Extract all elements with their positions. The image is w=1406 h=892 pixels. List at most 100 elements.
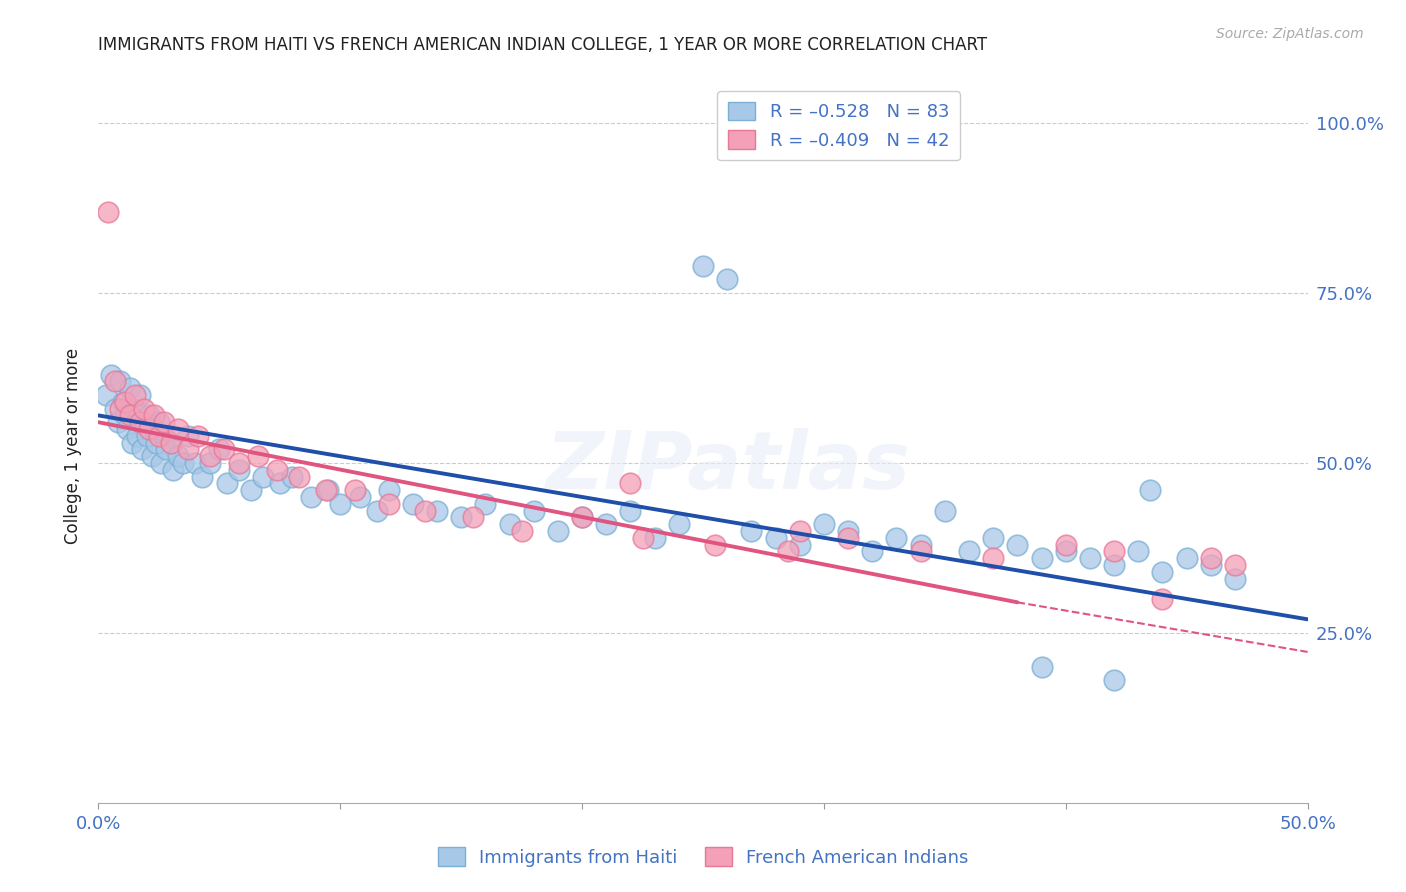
Point xyxy=(402,497,425,511)
Point xyxy=(1102,558,1125,572)
Point xyxy=(187,429,209,443)
Point xyxy=(127,429,149,443)
Point xyxy=(377,497,399,511)
Point xyxy=(100,368,122,382)
Point xyxy=(595,517,617,532)
Point xyxy=(789,524,811,538)
Point xyxy=(160,435,183,450)
Point xyxy=(547,524,569,538)
Point xyxy=(886,531,908,545)
Point xyxy=(208,442,231,457)
Point xyxy=(288,469,311,483)
Point xyxy=(1152,591,1174,606)
Point xyxy=(1102,673,1125,688)
Point xyxy=(1152,565,1174,579)
Point xyxy=(141,449,163,463)
Point xyxy=(108,401,131,416)
Point xyxy=(152,429,174,443)
Point xyxy=(704,537,727,551)
Point xyxy=(94,388,117,402)
Point xyxy=(138,409,160,423)
Point xyxy=(128,388,150,402)
Point xyxy=(631,531,654,545)
Point xyxy=(143,422,166,436)
Point xyxy=(114,409,136,423)
Point xyxy=(934,503,956,517)
Point xyxy=(281,469,304,483)
Point xyxy=(145,435,167,450)
Point xyxy=(114,394,136,409)
Point xyxy=(104,375,127,389)
Point xyxy=(413,503,436,517)
Point xyxy=(1223,572,1246,586)
Point xyxy=(837,531,859,545)
Point xyxy=(463,510,485,524)
Point xyxy=(155,442,177,457)
Point xyxy=(1031,551,1053,566)
Point xyxy=(1199,551,1222,566)
Point xyxy=(152,415,174,429)
Point xyxy=(148,429,170,443)
Legend: R = –0.528   N = 83, R = –0.409   N = 42: R = –0.528 N = 83, R = –0.409 N = 42 xyxy=(717,91,960,161)
Point xyxy=(571,510,593,524)
Point xyxy=(910,537,932,551)
Point xyxy=(228,456,250,470)
Point xyxy=(1199,558,1222,572)
Point xyxy=(162,463,184,477)
Point xyxy=(252,469,274,483)
Point xyxy=(135,429,157,443)
Point xyxy=(450,510,472,524)
Point xyxy=(212,442,235,457)
Point xyxy=(837,524,859,538)
Point xyxy=(619,476,641,491)
Point xyxy=(981,551,1004,566)
Point xyxy=(266,463,288,477)
Point xyxy=(1139,483,1161,498)
Text: IMMIGRANTS FROM HAITI VS FRENCH AMERICAN INDIAN COLLEGE, 1 YEAR OR MORE CORRELAT: IMMIGRANTS FROM HAITI VS FRENCH AMERICAN… xyxy=(98,36,987,54)
Point xyxy=(343,483,366,498)
Point xyxy=(426,503,449,517)
Point xyxy=(131,442,153,457)
Point xyxy=(316,483,339,498)
Point xyxy=(198,456,221,470)
Point xyxy=(184,456,207,470)
Point xyxy=(138,422,160,436)
Point xyxy=(299,490,322,504)
Point xyxy=(107,415,129,429)
Point xyxy=(121,435,143,450)
Point xyxy=(813,517,835,532)
Point xyxy=(716,272,738,286)
Point xyxy=(644,531,666,545)
Point xyxy=(1007,537,1029,551)
Point xyxy=(1128,544,1150,558)
Point xyxy=(111,394,134,409)
Point xyxy=(117,422,139,436)
Point xyxy=(740,524,762,538)
Point xyxy=(1223,558,1246,572)
Point xyxy=(150,456,173,470)
Point xyxy=(765,531,787,545)
Point xyxy=(1102,544,1125,558)
Text: ZIPatlas: ZIPatlas xyxy=(544,428,910,507)
Point xyxy=(128,415,150,429)
Point xyxy=(228,463,250,477)
Point xyxy=(124,388,146,402)
Point xyxy=(172,456,194,470)
Point xyxy=(1054,544,1077,558)
Point xyxy=(269,476,291,491)
Point xyxy=(571,510,593,524)
Point xyxy=(523,503,546,517)
Point xyxy=(619,503,641,517)
Point xyxy=(957,544,980,558)
Point xyxy=(177,429,200,443)
Point xyxy=(124,401,146,416)
Point xyxy=(143,409,166,423)
Point xyxy=(510,524,533,538)
Point xyxy=(118,381,141,395)
Point xyxy=(1054,537,1077,551)
Point xyxy=(198,449,221,463)
Point xyxy=(160,435,183,450)
Point xyxy=(1175,551,1198,566)
Point xyxy=(789,537,811,551)
Point xyxy=(104,401,127,416)
